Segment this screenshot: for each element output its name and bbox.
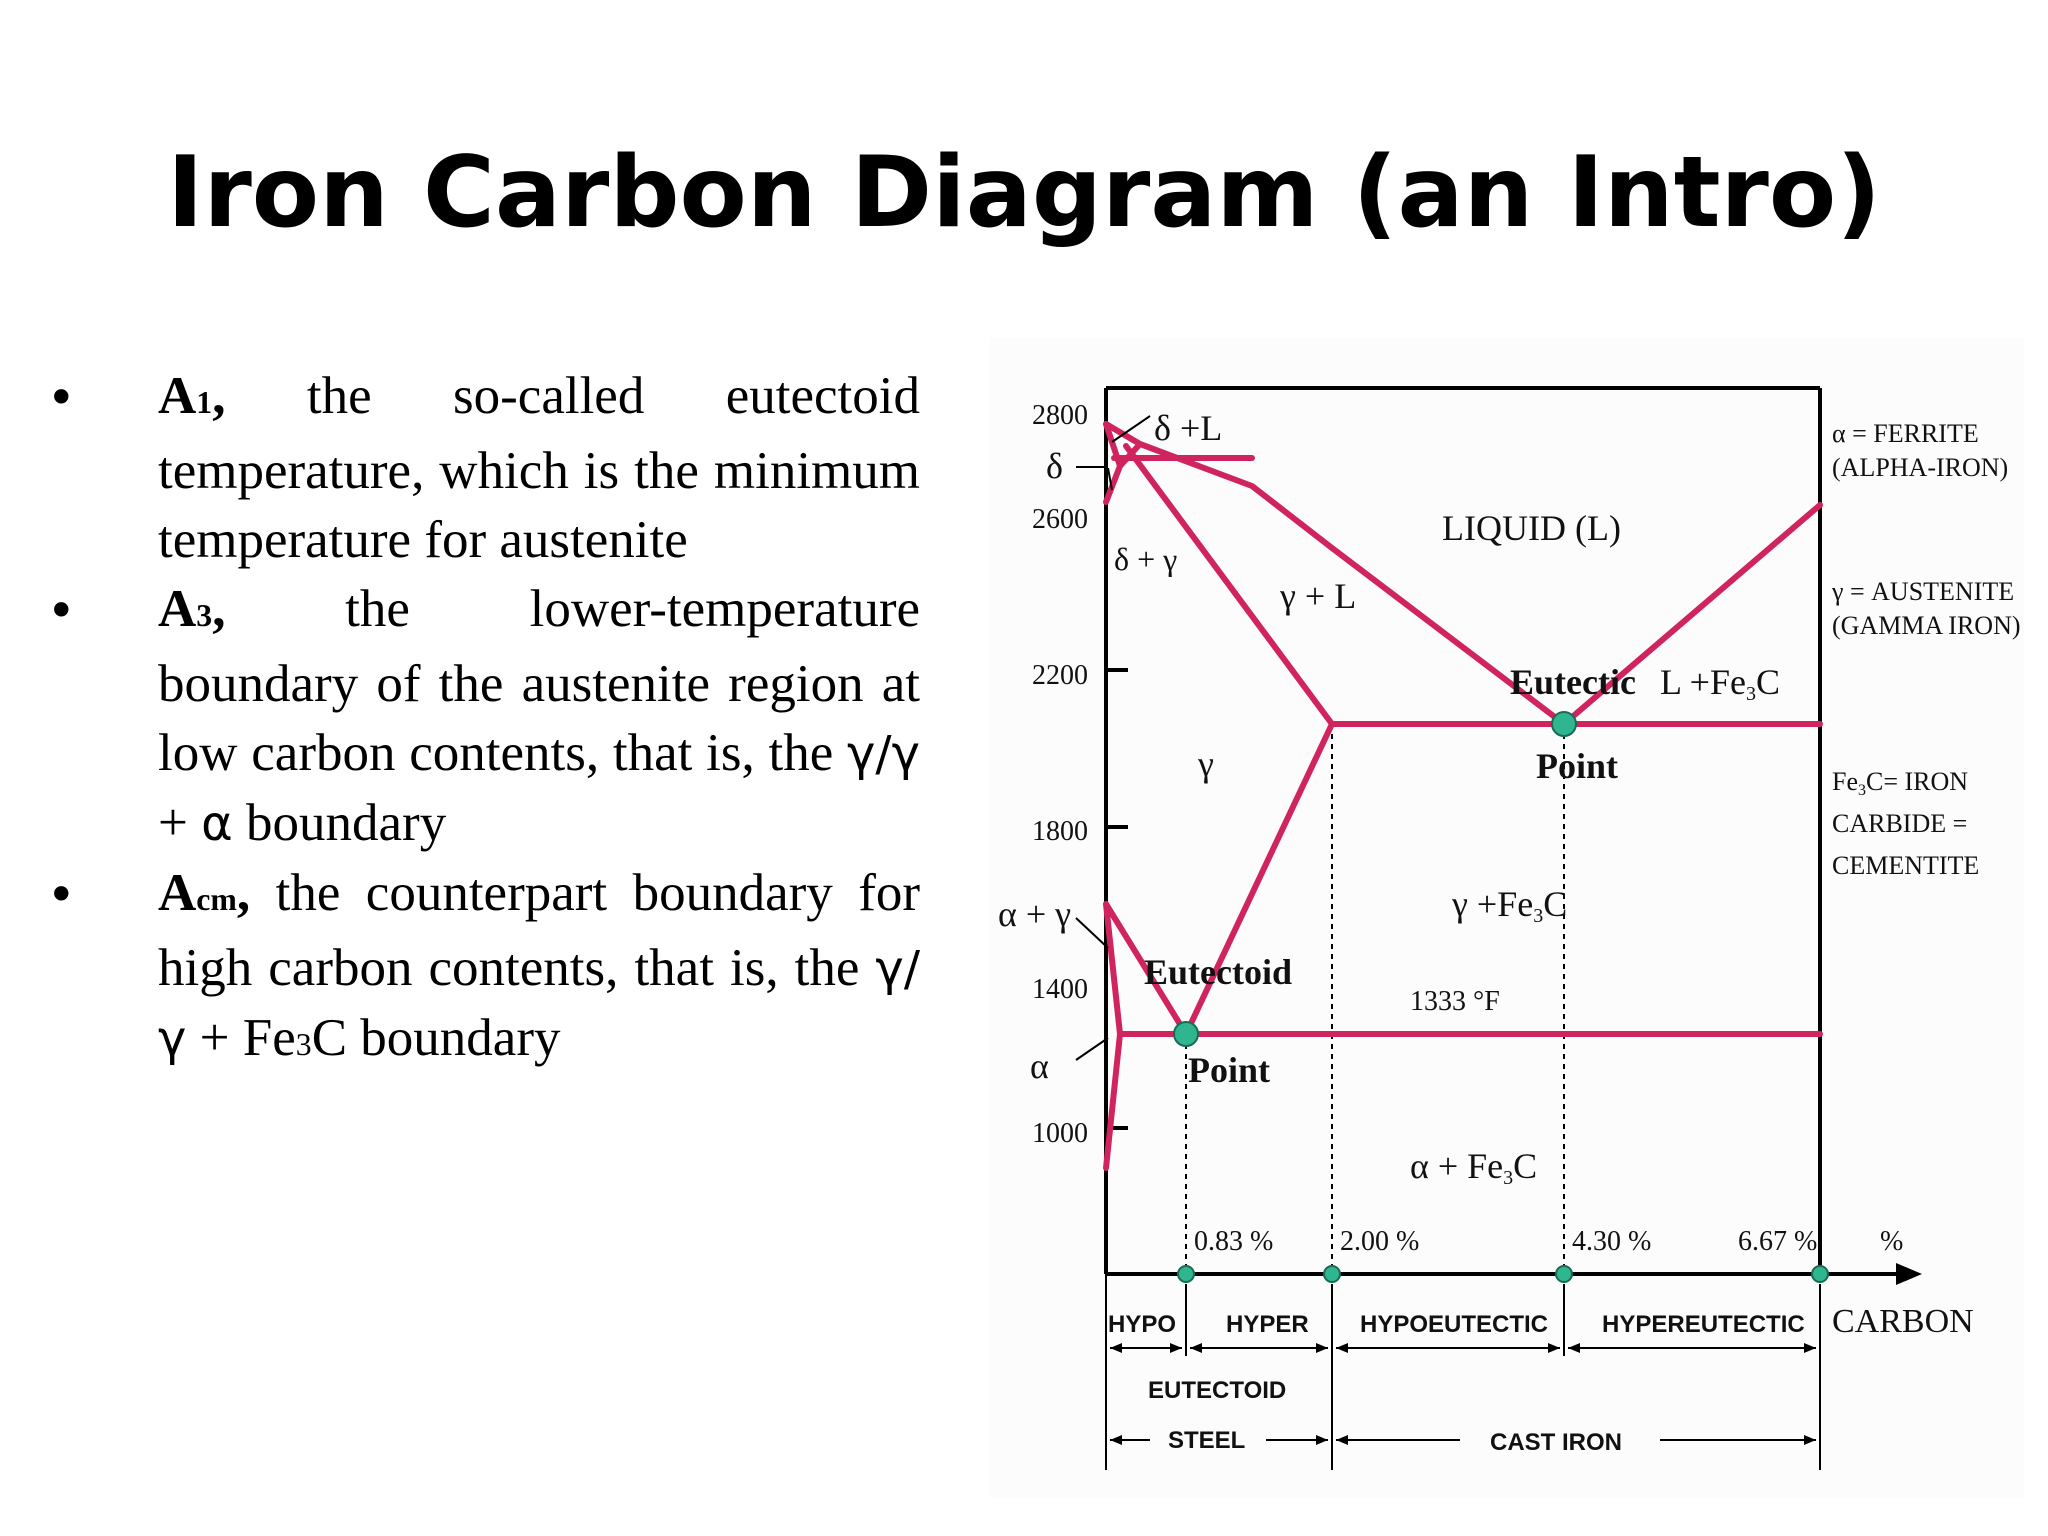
bullet-a3: A3, the lower-temperature boundary of th… <box>40 575 920 859</box>
region-labels: δ +L δ + γ LIQUID (L) γ + L γ Eutectic P… <box>1114 408 1780 1189</box>
label-pointers <box>1075 415 1151 1061</box>
mark-083: 0.83 % <box>1194 1226 1273 1257</box>
a3-subscript: 3 <box>196 598 213 633</box>
label-hypo: HYPO <box>1108 1311 1176 1338</box>
label-l-fe3c: L +Fe3C <box>1660 662 1780 705</box>
bullet-acm: Acm, the counterpart boundary for high c… <box>40 859 920 1079</box>
legend-austenite-2: (GAMMA IRON) <box>1832 611 2021 640</box>
legend-ferrite-2: (ALPHA-IRON) <box>1832 453 2008 482</box>
acm-subscript: cm <box>196 882 237 917</box>
a3-gamma-symbol: γ/γ <box>847 726 920 782</box>
alpha-boundary <box>1103 901 1123 1171</box>
key-points <box>1173 711 1829 1283</box>
axis-point-200 <box>1323 1265 1341 1283</box>
acm-tail: C boundary <box>311 1009 561 1067</box>
y-tick-labels: 2800 2600 2200 1800 1400 1000 <box>1032 400 1088 1149</box>
label-alpha-gamma: α + γ <box>998 894 1071 934</box>
bracket-arrowheads <box>1110 1343 1816 1445</box>
tick-label-1800: 1800 <box>1032 816 1088 847</box>
label-alpha: α <box>1030 1046 1049 1086</box>
label-alpha-fe3c: α + Fe3C <box>1410 1146 1537 1189</box>
a1-subscript: 1 <box>196 385 213 420</box>
tick-label-2800: 2800 <box>1032 400 1088 431</box>
tick-label-1000: 1000 <box>1032 1118 1088 1149</box>
label-delta: δ <box>1046 446 1063 486</box>
acm-symbol: A <box>158 864 197 922</box>
a3-text: the lower-temperature boundary of the au… <box>158 580 920 782</box>
a3-tail: boundary <box>232 794 447 852</box>
eutectic-point-marker <box>1551 711 1577 737</box>
definition-list: A1, the so-called eutectoid temperature,… <box>40 362 920 1079</box>
diagram-svg: 2800 2600 2200 1800 1400 1000 δ α + γ α … <box>998 386 2021 1470</box>
label-delta-gamma: δ + γ <box>1114 541 1177 577</box>
carbon-marks: 0.83 % 2.00 % 4.30 % 6.67 % % CARBON <box>1194 1226 1974 1340</box>
iron-carbon-diagram: 2800 2600 2200 1800 1400 1000 δ α + γ α … <box>990 338 2024 1498</box>
axis-point-430 <box>1555 1265 1573 1283</box>
legend-cementite-1: Fe3C= IRON <box>1832 767 1968 799</box>
label-eutectic: Eutectic <box>1510 662 1636 702</box>
acm-fe: + Fe <box>186 1009 296 1067</box>
a1-text: the so-called eutectoid temperature, whi… <box>158 367 920 569</box>
axis-label-carbon: CARBON <box>1832 1303 1974 1340</box>
label-delta-l: δ +L <box>1154 408 1222 448</box>
solidus-line <box>1123 443 1335 727</box>
category-labels: HYPO HYPER HYPOEUTECTIC HYPEREUTECTIC EU… <box>1108 1311 1805 1456</box>
pointer-alpha-gamma <box>1075 917 1109 949</box>
slide-title: Iron Carbon Diagram (an Intro) <box>167 136 1881 250</box>
a3-plus: + <box>158 794 202 852</box>
label-eutectoid-point: Point <box>1188 1050 1270 1090</box>
legend-austenite-1: γ = AUSTENITE <box>1831 577 2014 606</box>
label-eutectoid: Eutectoid <box>1144 952 1292 992</box>
acm-comma: , <box>236 864 251 922</box>
pointer-delta-gamma <box>1107 467 1113 491</box>
composition-guides <box>1185 724 1565 1274</box>
label-liquid: LIQUID (L) <box>1442 508 1621 548</box>
bullet-a1: A1, the so-called eutectoid temperature,… <box>40 362 920 575</box>
eutectoid-point-marker <box>1173 1021 1199 1047</box>
phase-legend: α = FERRITE (ALPHA-IRON) γ = AUSTENITE (… <box>1831 419 2021 880</box>
legend-ferrite-1: α = FERRITE <box>1832 419 1979 448</box>
label-hypoeutectic: HYPOEUTECTIC <box>1360 1311 1548 1338</box>
legend-cementite-2: CARBIDE = <box>1832 809 1967 838</box>
a3-symbol: A <box>158 580 197 638</box>
mark-percent: % <box>1880 1226 1903 1257</box>
tick-label-1400: 1400 <box>1032 974 1088 1005</box>
label-gamma: γ <box>1197 744 1214 784</box>
a1-symbol: A <box>158 367 197 425</box>
acm-text: the counterpart boundary for high carbon… <box>158 864 920 997</box>
label-steel: STEEL <box>1168 1427 1245 1454</box>
label-hypereutectic: HYPEREUTECTIC <box>1602 1311 1805 1338</box>
axis-point-667 <box>1811 1265 1829 1283</box>
pointer-alpha <box>1075 1037 1109 1061</box>
a3-comma: , <box>212 580 226 638</box>
label-cast-iron: CAST IRON <box>1490 1429 1622 1456</box>
liquidus-line <box>1103 421 1823 727</box>
acm-fe-subscript: 3 <box>295 1027 312 1062</box>
pointer-delta-l <box>1111 415 1151 443</box>
a1-comma: , <box>212 367 226 425</box>
a3-alpha-symbol: α <box>201 796 233 852</box>
mark-667: 6.67 % <box>1738 1226 1817 1257</box>
label-1333f: 1333 °F <box>1410 986 1500 1017</box>
tick-label-2600: 2600 <box>1032 504 1088 535</box>
label-hyper: HYPER <box>1226 1311 1309 1338</box>
carbon-axis-arrow <box>1896 1263 1922 1285</box>
label-eutectic-point: Point <box>1536 746 1618 786</box>
delta-region-line <box>1103 421 1123 505</box>
tick-label-2200: 2200 <box>1032 660 1088 691</box>
legend-cementite-3: CEMENTITE <box>1832 851 1979 880</box>
mark-200: 2.00 % <box>1340 1226 1419 1257</box>
axis-point-083 <box>1177 1265 1195 1283</box>
left-phase-labels: δ α + γ α <box>998 446 1071 1086</box>
label-gamma-fe3c: γ +Fe3C <box>1451 884 1567 927</box>
acm-gamma-symbol: γ/γ <box>158 941 920 1067</box>
label-gamma-l: γ + L <box>1279 576 1356 616</box>
label-eutectoid-category: EUTECTOID <box>1148 1377 1286 1404</box>
mark-430: 4.30 % <box>1572 1226 1651 1257</box>
